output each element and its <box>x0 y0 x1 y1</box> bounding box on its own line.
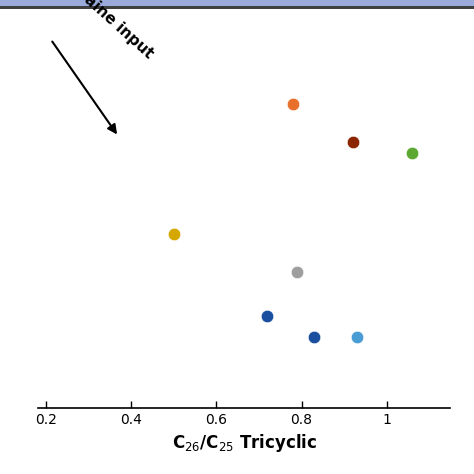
X-axis label: C$_{26}$/C$_{25}$ Tricyclic: C$_{26}$/C$_{25}$ Tricyclic <box>172 432 317 454</box>
Point <box>289 100 297 108</box>
Text: Maine input: Maine input <box>70 0 156 61</box>
Point <box>349 138 356 146</box>
Point <box>293 268 301 276</box>
Point <box>353 333 361 341</box>
Point <box>264 312 271 319</box>
Point <box>310 333 318 341</box>
Point <box>170 230 178 238</box>
Point <box>408 149 416 157</box>
